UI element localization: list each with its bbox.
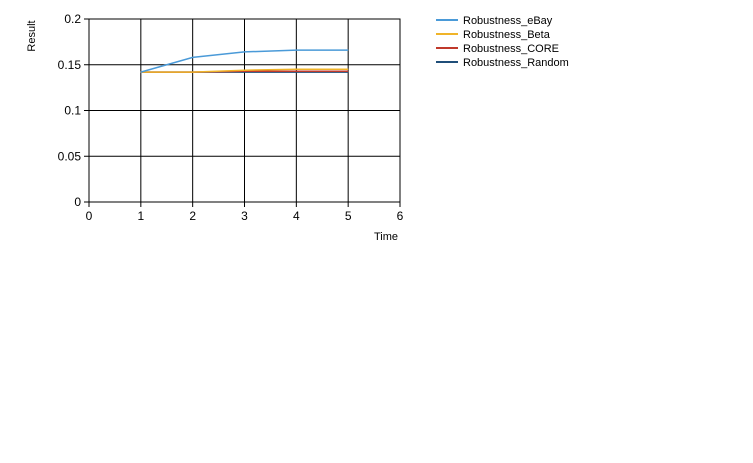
legend-label-robustness-beta: Robustness_Beta <box>463 29 551 41</box>
legend-label-robustness-ebay: Robustness_eBay <box>463 15 553 27</box>
legend: Robustness_eBay Robustness_Beta Robustness… <box>436 15 569 69</box>
x-tick-label: 4 <box>293 209 300 223</box>
x-tick-label: 5 <box>345 209 352 223</box>
legend-label-robustness-random: Robustness_Random <box>463 57 569 69</box>
grid-lines <box>88 18 401 203</box>
x-tick-label: 1 <box>137 209 144 223</box>
x-axis-title: Time <box>374 231 398 243</box>
series-line-robustness-beta <box>140 68 349 73</box>
y-tick-label: 0.2 <box>64 12 81 26</box>
x-tick-label: 2 <box>189 209 196 223</box>
axis-ticks: 0 1 2 3 4 5 6 0 0.05 0.1 0.15 0.2 <box>58 12 404 223</box>
y-axis-title: Result <box>26 20 38 51</box>
x-tick-label: 6 <box>397 209 404 223</box>
x-tick-label: 3 <box>241 209 248 223</box>
y-tick-label: 0.15 <box>58 58 82 72</box>
series-line-robustness-ebay <box>140 49 349 73</box>
y-tick-label: 0.05 <box>58 149 82 163</box>
y-tick-label: 0 <box>74 195 81 209</box>
x-tick-label: 0 <box>86 209 93 223</box>
legend-label-robustness-core: Robustness_CORE <box>463 43 559 55</box>
series-lines <box>140 49 349 73</box>
y-tick-label: 0.1 <box>64 104 81 118</box>
